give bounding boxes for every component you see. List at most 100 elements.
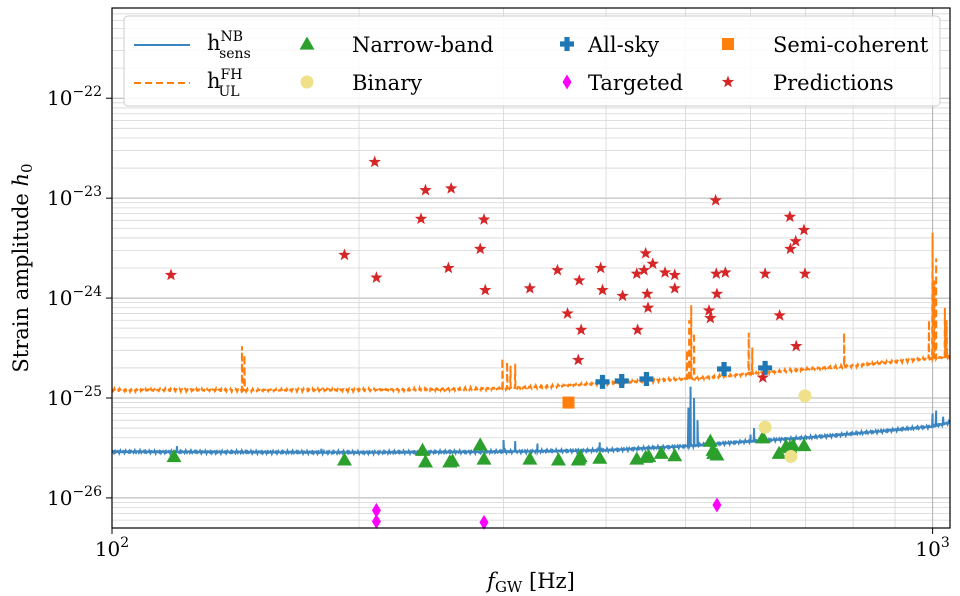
predictions-point [414, 212, 428, 225]
predictions-point [594, 261, 607, 274]
narrow-band-point [572, 448, 588, 463]
x-tick-label: 103 [915, 535, 949, 561]
predictions-point [631, 323, 644, 336]
y-tick-label: 10−22 [47, 84, 102, 110]
predictions-point [639, 246, 652, 259]
semi-coherent-point [562, 396, 575, 409]
y-tick-label: 10−25 [47, 384, 102, 410]
legend-marker-swatch [721, 75, 735, 88]
predictions-point [164, 268, 178, 281]
predictions-point [658, 266, 672, 278]
predictions-point [338, 248, 351, 261]
legend-label: Binary [352, 71, 422, 95]
predictions-point [561, 307, 574, 319]
legend-marker-swatch [562, 74, 572, 90]
binary-point [798, 389, 812, 403]
predictions-point [758, 267, 772, 280]
predictions-point [370, 271, 383, 283]
data-lines [111, 232, 951, 457]
targeted-point [712, 497, 722, 513]
legend-label: All-sky [587, 33, 659, 57]
curve-fh [111, 232, 951, 395]
legend-box [123, 15, 941, 107]
targeted-point [479, 514, 489, 530]
predictions-point [596, 283, 609, 296]
targeted-point [371, 502, 381, 518]
legend-marker-swatch [300, 75, 314, 89]
predictions-point [419, 183, 432, 196]
all-sky-point [717, 362, 732, 377]
legend-marker-swatch [722, 38, 734, 50]
predictions-point [784, 242, 797, 255]
predictions-point [704, 311, 717, 324]
predictions-point [798, 267, 812, 280]
legend-label: Targeted [588, 71, 683, 95]
predictions-point [709, 193, 722, 206]
y-axis-label: Strain amplitude h0 [9, 163, 36, 372]
legend-label: Semi-coherent [773, 33, 929, 57]
predictions-point [783, 210, 797, 223]
predictions-point [668, 281, 681, 294]
predictions-point [479, 283, 492, 296]
predictions-point [477, 213, 491, 225]
narrow-band-point [476, 451, 492, 465]
all-sky-point [595, 374, 610, 389]
predictions-point [773, 308, 786, 321]
predictions-point [616, 289, 629, 302]
legend: hNB sens hFH UL Narrow-band Binary All-sky Targ… [123, 15, 941, 107]
predictions-point [668, 268, 681, 281]
all-sky-point [639, 371, 654, 386]
predictions-point [442, 261, 455, 274]
narrow-band-point [166, 448, 182, 463]
predictions-point [719, 266, 732, 278]
legend-label: Predictions [773, 71, 894, 95]
predictions-point [641, 287, 654, 300]
narrow-band-point [550, 452, 566, 466]
all-sky-point [614, 373, 629, 388]
x-tick-label: 102 [95, 535, 129, 561]
narrow-band-point [771, 445, 787, 459]
predictions-point [368, 155, 381, 168]
narrow-band-point [702, 433, 718, 447]
narrow-band-point [522, 451, 538, 465]
binary-point [784, 449, 798, 463]
narrow-band-point [641, 448, 657, 463]
predictions-point [551, 263, 564, 276]
plot-frame [111, 7, 951, 529]
narrow-band-point [667, 448, 683, 462]
narrow-band-point [592, 450, 608, 464]
predictions-point [523, 281, 537, 294]
all-sky-point [758, 360, 773, 375]
predictions-point [630, 267, 643, 280]
legend-marker-swatch [560, 37, 574, 51]
predictions-point [646, 257, 659, 270]
narrow-band-point [445, 453, 461, 467]
narrow-band-point [472, 437, 488, 451]
y-tick-label: 10−23 [47, 184, 102, 210]
predictions-point [573, 273, 586, 286]
predictions-point [789, 234, 802, 247]
legend-label: Narrow-band [352, 33, 494, 57]
y-tick-label: 10−26 [47, 484, 102, 510]
narrow-band-point [785, 437, 801, 452]
legend-label: hFH UL [207, 67, 242, 100]
y-tick-label: 10−24 [47, 284, 102, 310]
binary-point [758, 420, 772, 434]
axis-ticks: 10−26 10−25 10−24 10−23 10−22 102 103 [47, 84, 950, 561]
predictions-point [797, 223, 811, 236]
narrow-band-point [336, 452, 352, 466]
narrow-band-point [755, 430, 771, 444]
predictions-point [790, 339, 803, 352]
predictions-point [710, 267, 723, 280]
predictions-point [444, 181, 458, 194]
curve-nb [111, 386, 951, 457]
predictions-point [574, 323, 588, 336]
x-axis-label: fGW [Hz] [485, 569, 575, 596]
predictions-point [572, 353, 585, 366]
legend-marker-swatch [299, 36, 315, 50]
narrow-band-point [709, 447, 725, 461]
predictions-point [637, 263, 651, 276]
predictions-point [702, 304, 716, 316]
narrow-band-point [653, 445, 669, 459]
